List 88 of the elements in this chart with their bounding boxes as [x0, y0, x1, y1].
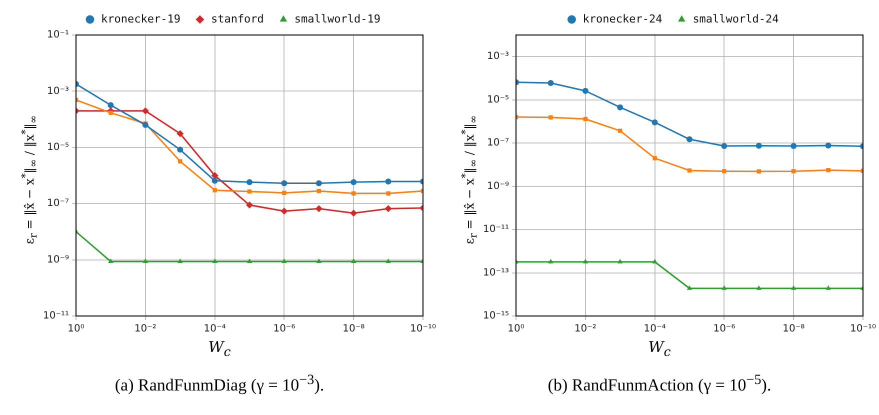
y-tick-label: 10⁻¹¹: [42, 310, 70, 322]
point: [350, 210, 358, 217]
legend-label: stanford: [210, 12, 264, 26]
point: [826, 285, 831, 290]
point: [315, 205, 322, 212]
point: [176, 130, 184, 138]
point: [212, 258, 218, 263]
point: [686, 285, 692, 290]
point: [791, 285, 796, 290]
y-tick-label: 10⁻⁹: [487, 180, 510, 192]
point: [617, 104, 624, 110]
x-tick-label: 10⁰: [508, 324, 524, 335]
point: [722, 285, 727, 290]
x-tick-label: 10⁰: [68, 324, 84, 335]
y-tick-label: 10⁻⁷: [47, 198, 70, 210]
legend-label: kronecker-24: [582, 12, 663, 26]
point: [212, 178, 218, 184]
point: [282, 258, 287, 263]
point: [582, 88, 588, 94]
point: [316, 180, 322, 186]
y-tick-label: 10⁻⁵: [487, 94, 510, 106]
text: (b) RandFunmAction (γ = 10$^{−5}$).: [546, 372, 772, 396]
point: [548, 115, 553, 120]
point: [791, 169, 796, 174]
y-tick-label: 10⁻¹⁵: [482, 310, 510, 322]
y-tick-label: 10⁻¹³: [482, 267, 510, 278]
x-tick-label: 10⁻⁶: [713, 324, 736, 335]
point: [280, 208, 288, 215]
x-tick-label: 10⁻⁴: [204, 324, 226, 335]
point: [351, 258, 356, 263]
y-tick-label: 10⁻³: [47, 86, 70, 97]
point: [790, 143, 797, 150]
point: [142, 107, 149, 114]
y-tick-label: 10⁻³: [487, 51, 510, 62]
point: [548, 80, 554, 86]
point: [722, 169, 726, 174]
point: [618, 128, 622, 133]
point: [212, 188, 217, 192]
point: [178, 159, 182, 164]
x-tick-label: 10⁻²: [134, 324, 156, 335]
point: [384, 205, 392, 212]
point: [386, 258, 391, 263]
point: [246, 202, 254, 209]
point: [108, 102, 114, 108]
point: [756, 142, 762, 149]
point: [282, 190, 286, 196]
x-axis-title: W$_{c}$: [207, 338, 232, 359]
y-tick-label: 10⁻¹¹: [482, 224, 510, 236]
y-tick-label: 10⁻¹: [47, 30, 70, 41]
point: [652, 119, 658, 126]
point: [108, 110, 113, 115]
y-tick-label: 10⁻⁹: [47, 254, 70, 266]
point: [756, 285, 762, 290]
x-tick-label: 10⁻¹⁰: [410, 324, 436, 335]
point: [686, 136, 693, 142]
x-tick-label: 10⁻⁴: [644, 324, 666, 335]
x-tick-label: 10⁻¹⁰: [850, 324, 876, 335]
x-axis-title: W$_{c}$: [647, 338, 672, 359]
point: [721, 143, 728, 150]
point: [211, 172, 218, 179]
point: [548, 258, 554, 264]
point: [385, 178, 392, 185]
point: [652, 156, 657, 160]
legend-label: kronecker-19: [100, 12, 180, 26]
point: [826, 168, 830, 172]
point: [652, 258, 658, 264]
point: [142, 258, 148, 263]
text: (a) RandFunmDiag (γ = 10$^{−3}$).: [114, 372, 326, 396]
x-tick-label: 10⁻⁸: [782, 324, 805, 335]
x-tick-label: 10⁻²: [574, 324, 596, 335]
point: [316, 258, 322, 263]
point: [246, 179, 253, 186]
y-tick-label: 10⁻⁷: [487, 138, 510, 149]
point: [582, 258, 588, 264]
x-tick-label: 10⁻⁸: [342, 324, 365, 335]
y-tick-label: 10⁻⁵: [47, 142, 70, 153]
point: [246, 258, 252, 263]
x-tick-label: 10⁻⁶: [273, 324, 296, 335]
point: [386, 191, 390, 196]
point: [108, 258, 114, 263]
point: [177, 146, 184, 153]
legend-label: smallworld-19: [294, 12, 381, 26]
point: [178, 258, 183, 263]
legend-label: smallworld-24: [692, 12, 780, 26]
point: [350, 179, 357, 186]
point: [281, 180, 288, 186]
point: [825, 142, 832, 149]
point: [618, 258, 623, 264]
